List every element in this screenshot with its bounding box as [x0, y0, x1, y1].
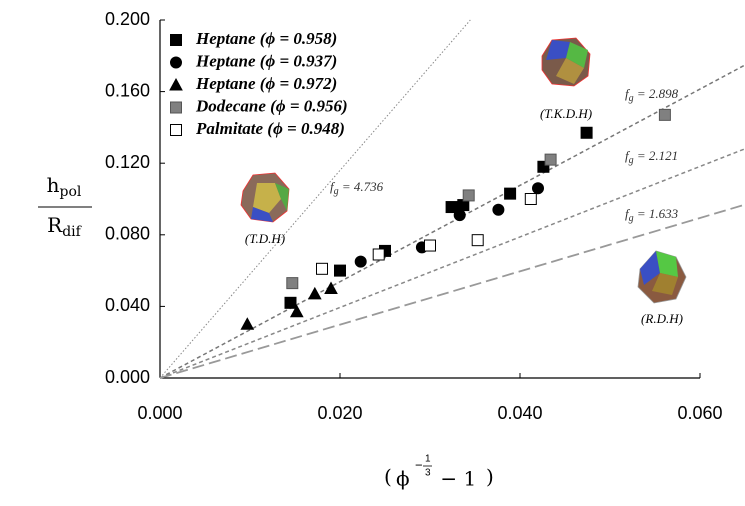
x-label-exp-den: 3 [425, 468, 431, 479]
x-tick-label: 0.060 [677, 403, 722, 423]
shape-rdh [637, 250, 687, 304]
data-point [471, 234, 484, 247]
legend-marker [170, 56, 182, 69]
data-point [524, 193, 537, 205]
label-symbol: f [330, 179, 336, 194]
data-point [492, 203, 505, 216]
legend-label: Dodecane (ϕ = 0.956) [195, 96, 348, 115]
label-text: = 4.736 [339, 179, 384, 194]
data-point [307, 286, 322, 300]
legend-marker [170, 124, 182, 136]
data-point [424, 239, 436, 252]
label-text: = 2.121 [634, 148, 679, 163]
label-text: = 1.633 [634, 206, 679, 221]
y-tick-label: 0.120 [105, 152, 150, 172]
label-sub: g [334, 186, 339, 197]
label-sub: g [629, 155, 634, 166]
data-point [658, 108, 671, 121]
data-point [504, 187, 517, 200]
data-point [289, 304, 304, 318]
legend-label: Heptane (ϕ = 0.958) [195, 29, 337, 48]
data-point [462, 189, 475, 202]
legend-label: Heptane (ϕ = 0.937) [195, 51, 337, 70]
reference-line [159, 64, 745, 379]
y-label-numerator: hpol [47, 173, 82, 201]
shape-tdh [240, 172, 290, 223]
y-tick-label: 0.040 [105, 295, 150, 315]
data-point [240, 317, 255, 330]
label-text: = 2.898 [634, 86, 679, 101]
y-label-denominator: Rdif [47, 213, 83, 241]
legend-label: Heptane (ϕ = 0.972) [195, 74, 337, 93]
x-label-base: ϕ [396, 467, 410, 491]
data-point [580, 126, 593, 139]
data-point [324, 281, 338, 294]
reference-label: fg = 1.633 [625, 206, 679, 224]
y-label-part: R [47, 213, 63, 237]
x-label-rest: − 1 [434, 467, 476, 491]
label-sub: g [629, 213, 634, 224]
legend-label: Palmitate (ϕ = 0.948) [195, 119, 345, 138]
x-label-exp-num: 1 [425, 454, 431, 465]
data-point [532, 182, 544, 195]
data-point [316, 262, 328, 275]
x-label-exp-sign: − [415, 457, 423, 472]
data-point [537, 160, 550, 173]
data-point [354, 255, 367, 268]
data-point [544, 153, 557, 166]
data-point [372, 248, 385, 261]
y-tick-label: 0.080 [105, 224, 150, 244]
legend-marker [170, 101, 182, 114]
shape-label: (T.D.H) [245, 231, 285, 246]
data-point [453, 209, 466, 222]
x-tick-label: 0.040 [497, 403, 542, 423]
y-label-part: dif [62, 224, 82, 240]
label-symbol: f [625, 206, 631, 221]
x-label-close: ) [486, 465, 494, 489]
label-symbol: f [625, 86, 631, 101]
data-point [284, 296, 297, 309]
reference-label: fg = 2.121 [625, 148, 678, 166]
x-label-open: ( [384, 465, 392, 489]
data-point [445, 201, 458, 214]
legend-marker [170, 34, 182, 46]
shape-label: (R.D.H) [641, 311, 683, 326]
shape-tkdh [541, 37, 591, 87]
y-label-part: pol [60, 184, 82, 200]
y-tick-label: 0.160 [105, 80, 150, 100]
legend-marker [169, 77, 183, 91]
shape-label: (T.K.D.H) [540, 106, 592, 121]
x-tick-label: 0.000 [137, 403, 182, 423]
reference-label: fg = 4.736 [330, 179, 384, 197]
y-tick-label: 0.000 [105, 367, 150, 387]
x-tick-label: 0.020 [317, 403, 362, 423]
y-label-part: h [47, 173, 60, 197]
label-symbol: f [625, 148, 631, 163]
data-point [286, 277, 299, 290]
label-sub: g [629, 93, 634, 104]
data-point [334, 264, 346, 277]
y-tick-label: 0.200 [105, 9, 150, 29]
reference-label: fg = 2.898 [625, 86, 679, 104]
